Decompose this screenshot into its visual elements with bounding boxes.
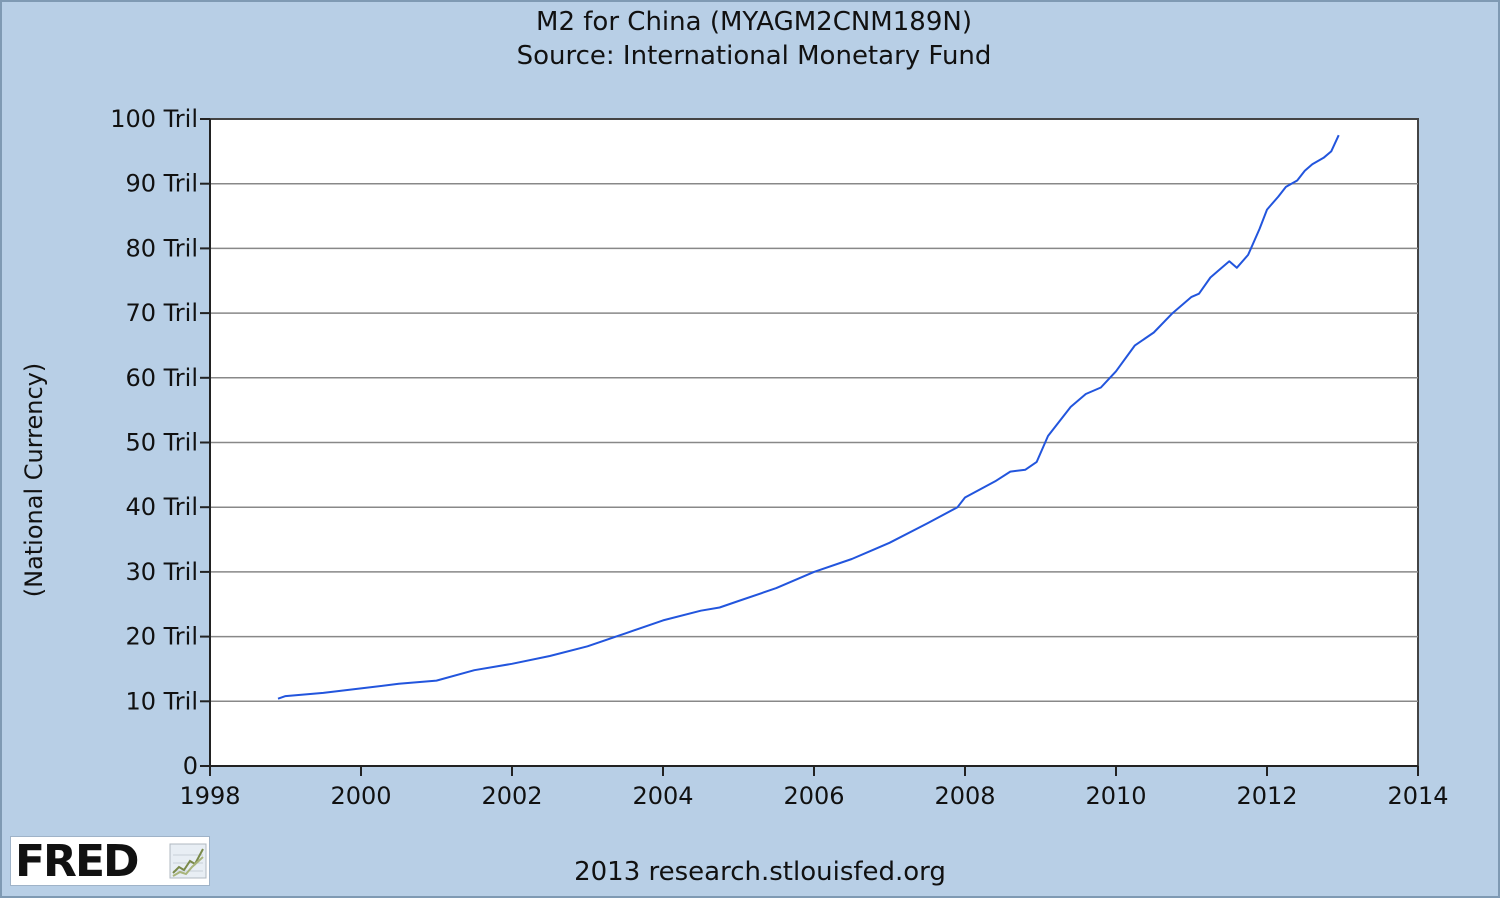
chart-subtitle: Source: International Monetary Fund: [517, 41, 992, 71]
chart-trend-icon: [169, 843, 207, 879]
y-tick-label: 80 Tril: [125, 234, 198, 262]
y-tick-label: 30 Tril: [125, 558, 198, 586]
x-tick-label: 2010: [1085, 782, 1146, 810]
x-tick-label: 2006: [783, 782, 844, 810]
y-tick-label: 60 Tril: [125, 364, 198, 392]
x-tick-label: 2012: [1236, 782, 1297, 810]
x-axis-ticks: 1998 2000 2002 2004 2006 2008 2010 2012 2014: [179, 766, 1449, 810]
y-tick-label: 90 Tril: [125, 170, 198, 198]
chart-title: M2 for China (MYAGM2CNM189N): [536, 7, 972, 37]
y-tick-label: 10 Tril: [125, 687, 198, 715]
y-axis-title: (National Currency): [20, 363, 48, 598]
y-tick-label: 40 Tril: [125, 493, 198, 521]
y-tick-label: 0: [183, 752, 198, 780]
x-tick-label: 2008: [934, 782, 995, 810]
x-tick-label: 2000: [330, 782, 391, 810]
x-tick-label: 2002: [481, 782, 542, 810]
series-line-m2: [277, 134, 1340, 700]
y-tick-label: 70 Tril: [125, 299, 198, 327]
x-tick-label: 1998: [179, 782, 240, 810]
y-tick-label: 100 Tril: [110, 105, 198, 133]
y-tick-label: 20 Tril: [125, 623, 198, 651]
footer-credit: 2013 research.stlouisfed.org: [574, 857, 946, 887]
y-tick-label: 50 Tril: [125, 429, 198, 457]
x-tick-label: 2014: [1387, 782, 1448, 810]
fred-logo[interactable]: FRED: [10, 836, 210, 887]
y-axis-ticks: 0 10 Tril 20 Tril 30 Tril 40 Tril 50 Tril 60 T…: [110, 105, 210, 780]
x-tick-label: 2004: [632, 782, 693, 810]
fred-logo-text: FRED: [15, 836, 140, 887]
